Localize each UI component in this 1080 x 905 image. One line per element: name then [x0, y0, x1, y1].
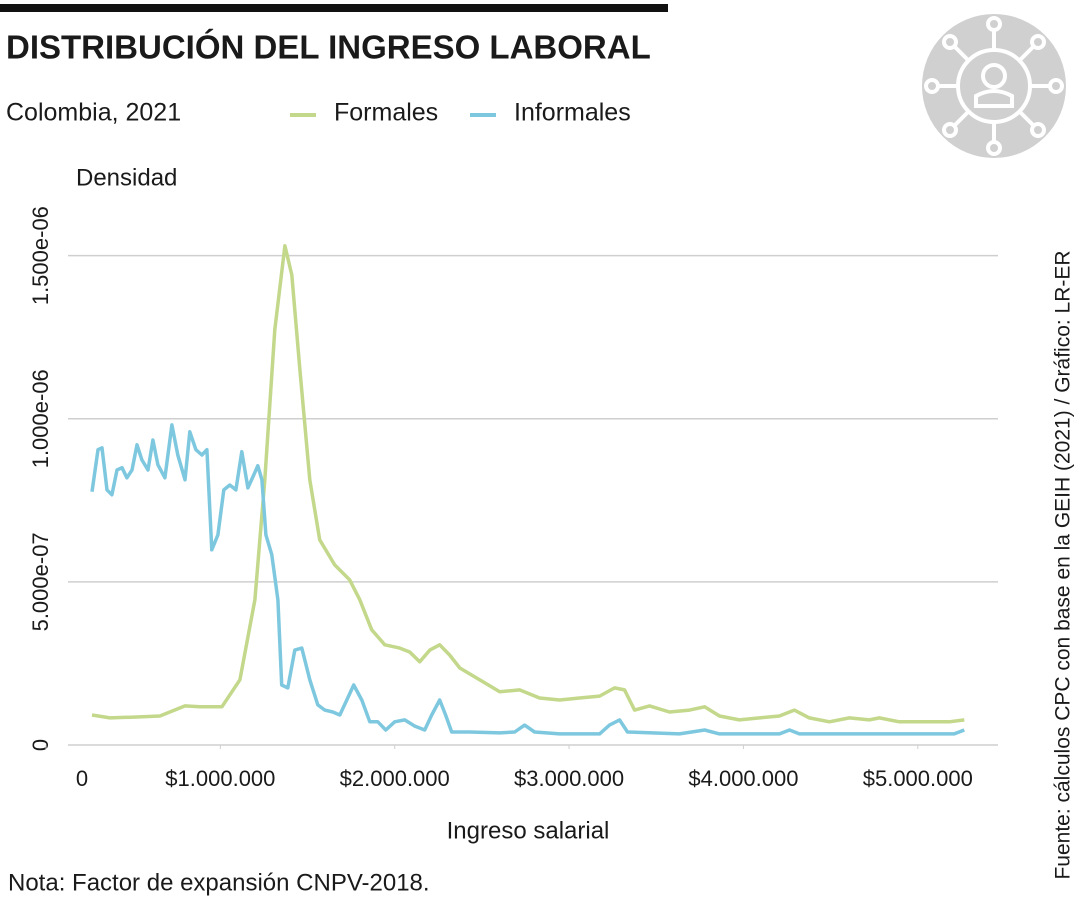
legend-label: Informales — [514, 99, 631, 127]
top-bar — [0, 4, 668, 12]
x-tick-label: $4.000.000 — [688, 766, 798, 791]
series-line — [91, 244, 965, 724]
chart-title: DISTRIBUCIÓN DEL INGRESO LABORAL — [6, 29, 651, 66]
subtitle: Colombia, 2021 — [6, 99, 181, 127]
x-tick-label: $1.000.000 — [165, 766, 275, 791]
note: Nota: Factor de expansión CNPV-2018. — [8, 869, 430, 896]
icon — [922, 14, 1066, 158]
series-line — [90, 423, 965, 736]
y-axis-label: Densidad — [76, 164, 177, 191]
x-tick-label: $5.000.000 — [863, 766, 973, 791]
legend-label: Formales — [334, 99, 438, 127]
y-tick-label: 0 — [28, 739, 53, 751]
y-tick-label: 5.000e-07 — [28, 532, 53, 631]
y-tick-label: 1.500e-06 — [28, 206, 53, 305]
y-tick-label: 1.000e-06 — [28, 369, 53, 468]
x-axis-label: Ingreso salarial — [447, 817, 610, 844]
source: Fuente: cálculos CPC con base en la GEIH… — [1052, 250, 1075, 879]
x-tick-label: $3.000.000 — [514, 766, 624, 791]
x-tick-label: $2.000.000 — [340, 766, 450, 791]
x-tick-label: 0 — [76, 766, 88, 791]
